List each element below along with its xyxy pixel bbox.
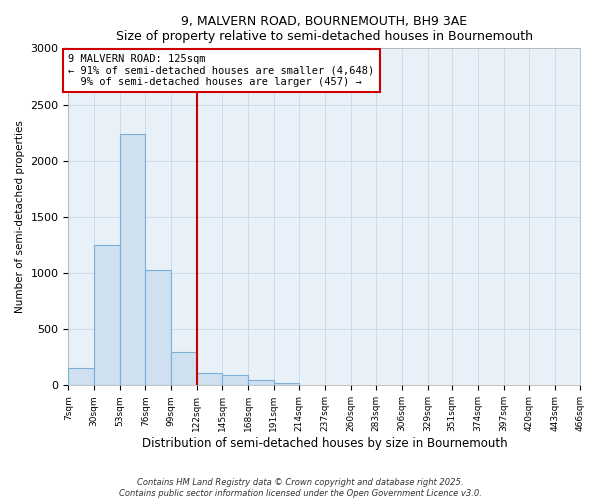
Bar [120,134,145,386]
Y-axis label: Number of semi-detached properties: Number of semi-detached properties [15,120,25,314]
Bar [68,368,94,386]
Text: 9 MALVERN ROAD: 125sqm
← 91% of semi-detached houses are smaller (4,648)
  9% of: 9 MALVERN ROAD: 125sqm ← 91% of semi-det… [68,54,374,87]
Bar [171,352,197,386]
Bar [94,245,120,386]
Bar [197,373,223,386]
Bar [274,382,299,386]
Bar [248,380,274,386]
Bar [145,270,171,386]
Title: 9, MALVERN ROAD, BOURNEMOUTH, BH9 3AE
Size of property relative to semi-detached: 9, MALVERN ROAD, BOURNEMOUTH, BH9 3AE Si… [116,15,533,43]
Bar [223,375,248,386]
Text: Contains HM Land Registry data © Crown copyright and database right 2025.
Contai: Contains HM Land Registry data © Crown c… [119,478,481,498]
X-axis label: Distribution of semi-detached houses by size in Bournemouth: Distribution of semi-detached houses by … [142,437,507,450]
